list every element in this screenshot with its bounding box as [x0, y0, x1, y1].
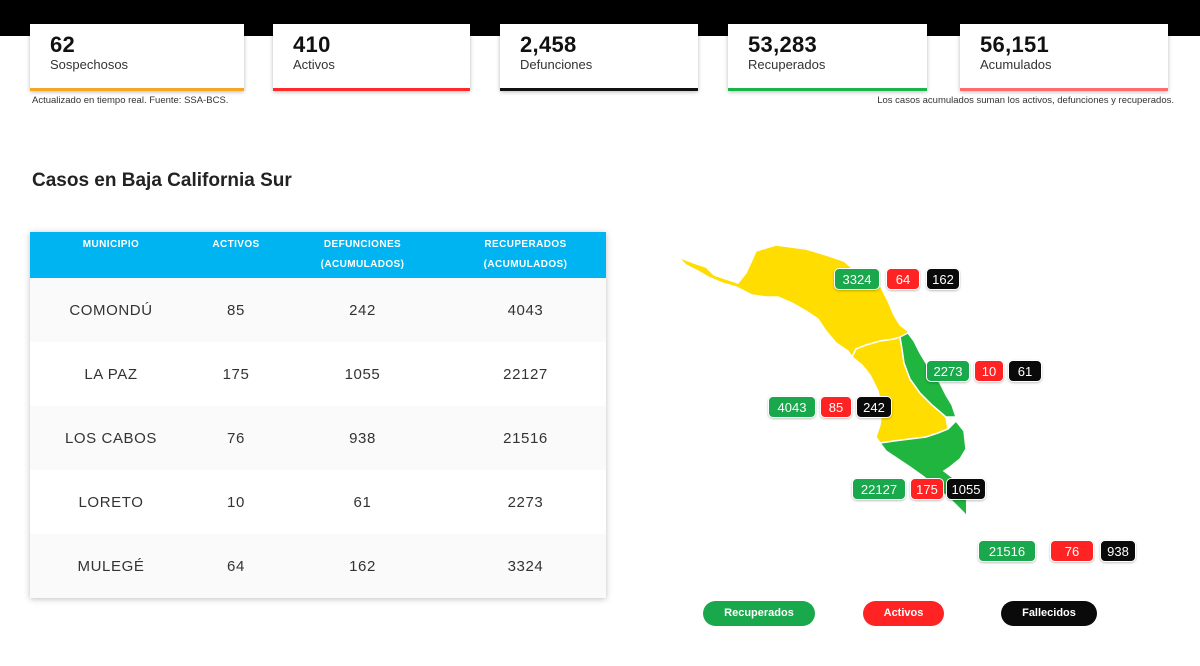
- cell-municipio: COMONDÚ: [69, 301, 153, 319]
- accumulated-note: Los casos acumulados suman los activos, …: [877, 95, 1174, 106]
- stat-card-acumulados: 56,151 Acumulados: [960, 24, 1168, 91]
- los-cabos-fallecidos-badge: 938: [1100, 540, 1136, 562]
- cell-defunciones: 162: [349, 557, 376, 575]
- cell-defunciones: 61: [353, 493, 372, 511]
- legend-activos: Activos: [863, 601, 944, 626]
- la-paz-recuperados-badge: 22127: [852, 478, 906, 500]
- table-row: MULEGÉ 64 162 3324: [30, 534, 606, 598]
- table-row: LORETO 10 61 2273: [30, 470, 606, 534]
- stat-card-recuperados: 53,283 Recuperados: [728, 24, 927, 91]
- la-paz-fallecidos-badge: 1055: [946, 478, 986, 500]
- stat-value: 53,283: [748, 32, 818, 57]
- cell-recuperados: 2273: [507, 493, 544, 511]
- mulege-fallecidos-badge: 162: [926, 268, 960, 290]
- legend-recuperados: Recuperados: [703, 601, 815, 626]
- cell-recuperados: 4043: [507, 301, 544, 319]
- stat-card-defunciones: 2,458 Defunciones: [500, 24, 698, 91]
- stat-card-activos: 410 Activos: [273, 24, 470, 91]
- stat-label: Recuperados: [748, 57, 826, 72]
- stat-card-sospechosos: 62 Sospechosos: [30, 24, 244, 91]
- cell-recuperados: 22127: [503, 365, 548, 383]
- loreto-fallecidos-badge: 61: [1008, 360, 1042, 382]
- los-cabos-activos-badge: 76: [1050, 540, 1094, 562]
- stat-bar: [500, 88, 698, 91]
- stat-bar: [273, 88, 470, 91]
- comondu-fallecidos-badge: 242: [856, 396, 892, 418]
- table-row: LOS CABOS 76 938 21516: [30, 406, 606, 470]
- table-row: COMONDÚ 85 242 4043: [30, 278, 606, 342]
- cell-municipio: LOS CABOS: [64, 429, 158, 447]
- comondu-activos-badge: 85: [820, 396, 852, 418]
- stat-value: 62: [50, 32, 76, 57]
- cell-defunciones: 1055: [344, 365, 381, 383]
- table-row: LA PAZ 175 1055 22127: [30, 342, 606, 406]
- table-body: COMONDÚ 85 242 4043 LA PAZ 175 1055 2212…: [30, 278, 606, 598]
- stat-bar: [30, 88, 244, 91]
- cell-activos: 85: [227, 301, 245, 319]
- comondu-recuperados-badge: 4043: [768, 396, 816, 418]
- header-recuperados: RECUPERADOS (ACUMULADOS): [483, 239, 568, 270]
- la-paz-activos-badge: 175: [910, 478, 944, 500]
- cell-recuperados: 21516: [503, 429, 548, 447]
- stat-label: Defunciones: [520, 57, 593, 72]
- cell-activos: 175: [222, 365, 250, 383]
- stat-label: Activos: [293, 57, 335, 72]
- header-defunciones: DEFUNCIONES (ACUMULADOS): [320, 239, 405, 270]
- cell-recuperados: 3324: [507, 557, 544, 575]
- table-header: MUNICIPIO ACTIVOS DEFUNCIONES (ACUMULADO…: [30, 232, 606, 278]
- cell-defunciones: 242: [349, 301, 376, 319]
- cell-municipio: MULEGÉ: [77, 557, 145, 575]
- header-activos: ACTIVOS: [212, 239, 260, 250]
- source-note: Actualizado en tiempo real. Fuente: SSA-…: [32, 95, 229, 106]
- cell-municipio: LA PAZ: [84, 365, 138, 383]
- cell-activos: 64: [227, 557, 245, 575]
- section-title: Casos en Baja California Sur: [32, 170, 292, 191]
- cell-activos: 10: [227, 493, 245, 511]
- stat-label: Acumulados: [980, 57, 1052, 72]
- legend-fallecidos: Fallecidos: [1001, 601, 1097, 626]
- stat-value: 56,151: [980, 32, 1050, 57]
- mulege-activos-badge: 64: [886, 268, 920, 290]
- header-municipio: MUNICIPIO: [82, 239, 140, 250]
- stat-bar: [728, 88, 927, 91]
- cell-municipio: LORETO: [78, 493, 144, 511]
- loreto-activos-badge: 10: [974, 360, 1004, 382]
- loreto-recuperados-badge: 2273: [926, 360, 970, 382]
- stat-value: 2,458: [520, 32, 577, 57]
- stat-bar: [960, 88, 1168, 91]
- region-mulege: [677, 245, 909, 359]
- los-cabos-recuperados-badge: 21516: [978, 540, 1036, 562]
- stat-value: 410: [293, 32, 331, 57]
- cases-table: MUNICIPIO ACTIVOS DEFUNCIONES (ACUMULADO…: [30, 232, 606, 598]
- cell-defunciones: 938: [349, 429, 376, 447]
- mulege-recuperados-badge: 3324: [834, 268, 880, 290]
- stat-label: Sospechosos: [50, 57, 129, 72]
- cell-activos: 76: [227, 429, 245, 447]
